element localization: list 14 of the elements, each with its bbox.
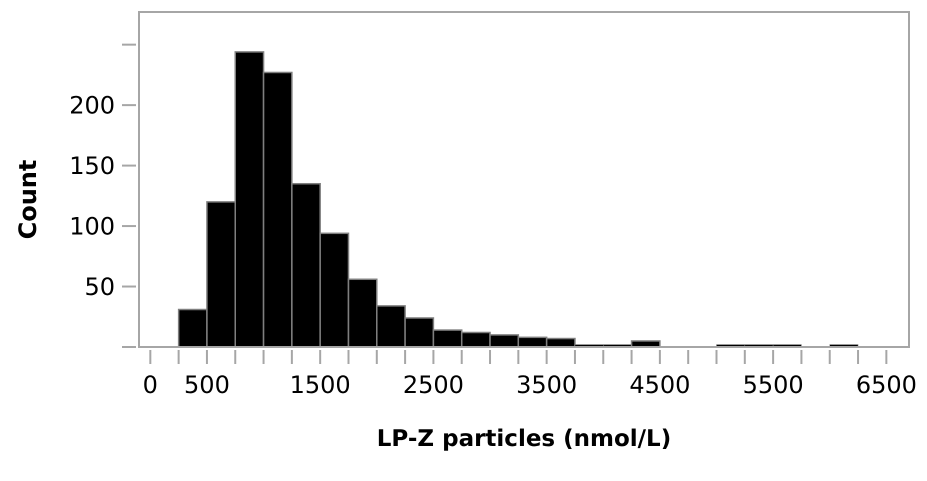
x-tick-label: 0 xyxy=(142,371,158,399)
y-axis-title: Count xyxy=(14,160,42,240)
x-tick-label: 3500 xyxy=(516,371,578,399)
y-tick-label: 200 xyxy=(69,92,115,120)
y-tick-label: 50 xyxy=(84,272,115,301)
x-tick-label: 4500 xyxy=(629,371,690,399)
x-tick-label: 2500 xyxy=(402,371,464,399)
x-tick-label: 6500 xyxy=(856,371,917,399)
y-tick-label: 100 xyxy=(69,212,115,240)
x-tick-label: 1500 xyxy=(290,371,351,399)
y-tick-label: 150 xyxy=(69,152,115,180)
x-tick-label: 500 xyxy=(184,371,230,399)
x-tick-label: 5500 xyxy=(742,371,804,399)
x-axis-title: LP-Z particles (nmol/L) xyxy=(376,426,672,452)
